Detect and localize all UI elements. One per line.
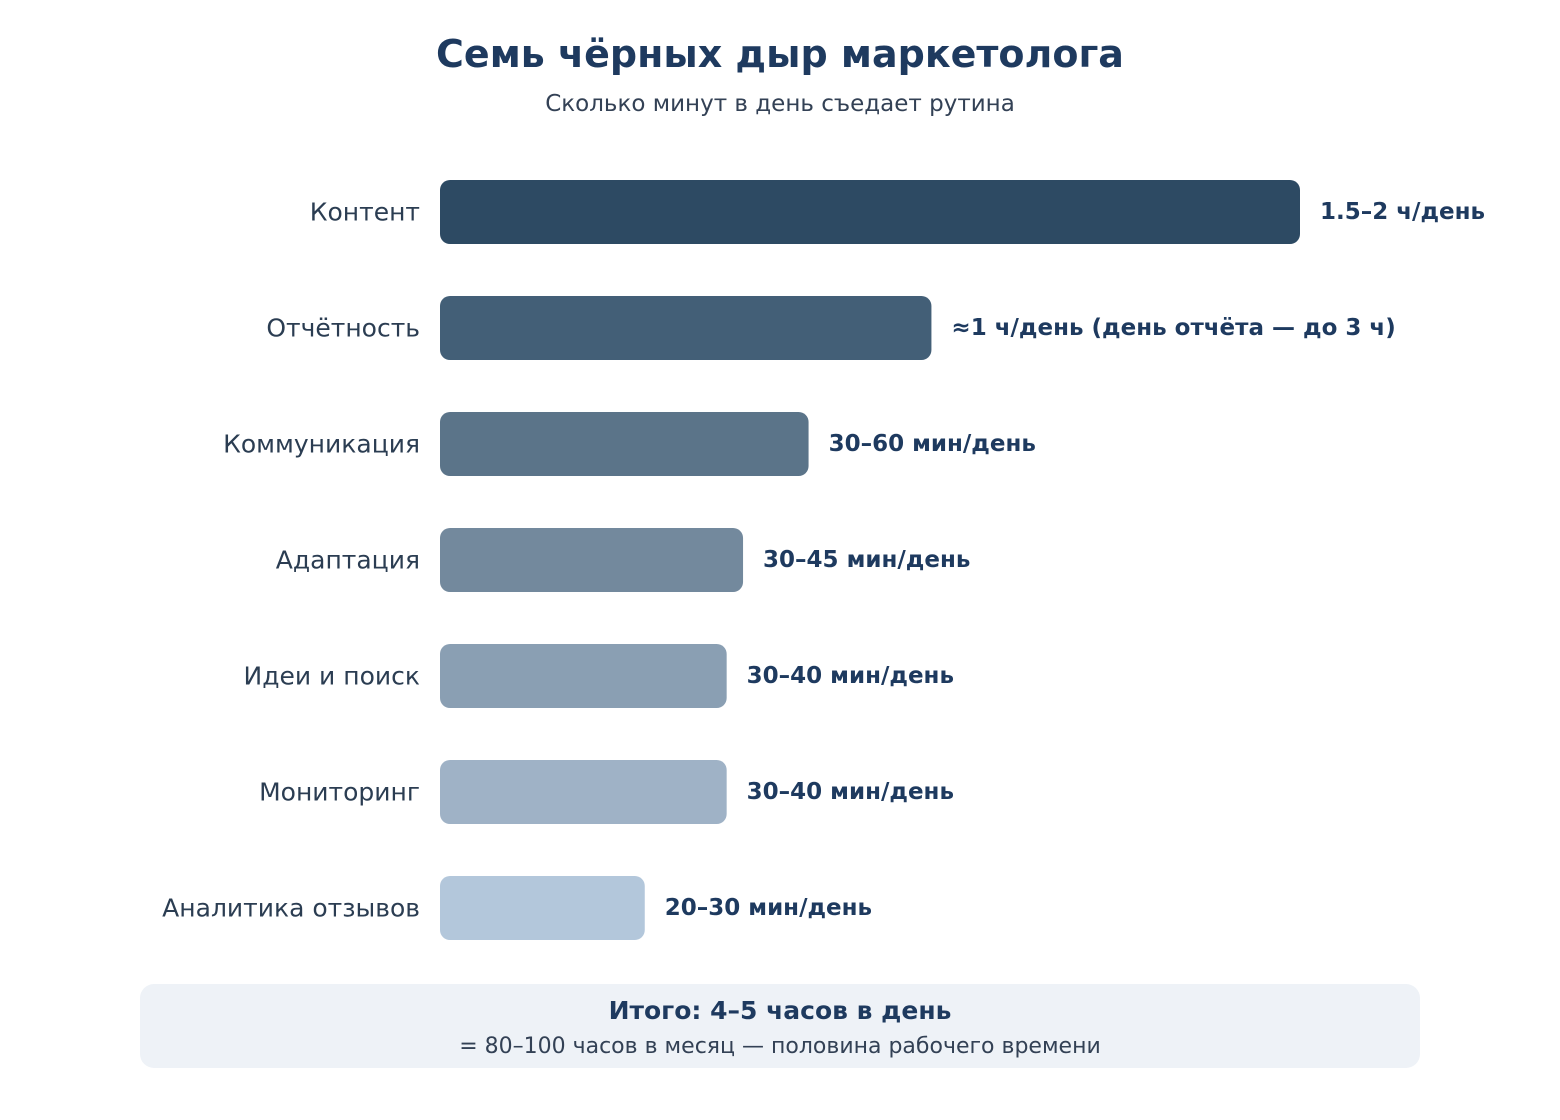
bars-group: Контент 1.5–2 ч/день Отчётность ≈1 ч/день (… xyxy=(162,180,1485,940)
bar xyxy=(440,296,932,360)
category-label: Контент xyxy=(310,198,420,227)
chart-subtitle: Сколько минут в день съедает рутина xyxy=(545,91,1015,117)
bar-value-label: 30–60 мин/день xyxy=(829,431,1036,457)
bar-value-label: 30–45 мин/день xyxy=(763,547,970,573)
category-label: Отчётность xyxy=(266,314,420,343)
summary-box: Итого: 4–5 часов в день = 80–100 часов в… xyxy=(140,984,1420,1068)
chart-title: Семь чёрных дыр маркетолога xyxy=(436,32,1124,76)
category-label: Мониторинг xyxy=(259,778,420,807)
category-label: Адаптация xyxy=(276,546,420,575)
bar xyxy=(440,760,727,824)
category-label: Коммуникация xyxy=(223,430,420,459)
bar xyxy=(440,412,809,476)
summary-detail: = 80–100 часов в месяц — половина рабоче… xyxy=(459,1034,1101,1059)
bar xyxy=(440,528,744,592)
bar-value-label: 1.5–2 ч/день xyxy=(1320,199,1485,225)
bar-value-label: 30–40 мин/день xyxy=(747,663,954,689)
bar xyxy=(440,644,727,708)
bar-value-label: 20–30 мин/день xyxy=(665,895,872,921)
bar-value-label: ≈1 ч/день (день отчёта — до 3 ч) xyxy=(951,315,1395,341)
bar xyxy=(440,180,1300,244)
category-label: Идеи и поиск xyxy=(244,662,421,691)
bar xyxy=(440,876,645,940)
bar-value-label: 30–40 мин/день xyxy=(747,779,954,805)
category-label: Аналитика отзывов xyxy=(162,894,420,923)
summary-total: Итого: 4–5 часов в день xyxy=(608,996,952,1025)
